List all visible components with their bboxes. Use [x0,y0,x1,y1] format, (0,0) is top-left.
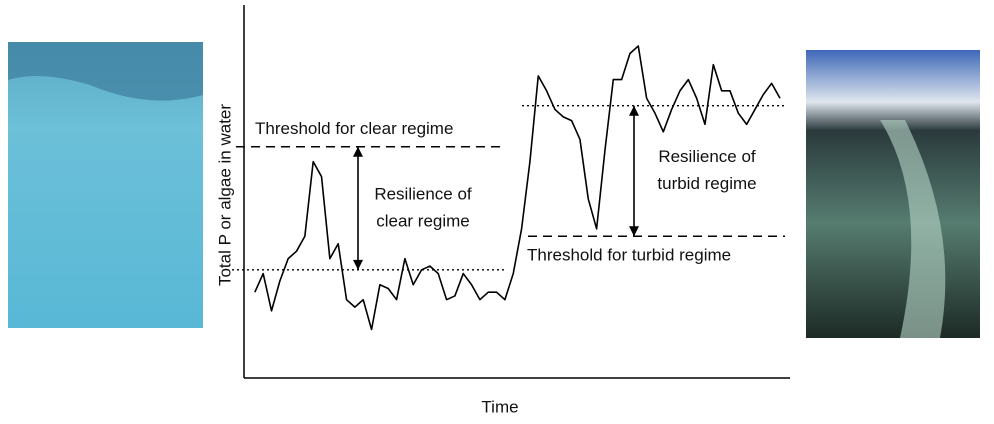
arrow-head [353,146,363,157]
threshold-label: Threshold for turbid regime [527,246,731,265]
resilience-label: turbid regime [657,174,756,193]
turbid-lake-photo [806,50,980,338]
arrow-head [629,226,639,237]
resilience-label: Resilience of [658,147,756,166]
photo-shade [8,42,203,101]
arrow-head [629,105,639,116]
series-line [254,45,781,331]
resilience-label: Resilience of [374,184,472,203]
arrow-head [353,259,363,270]
y-axis-label: Total P or algae in water [215,104,234,286]
threshold-label: Threshold for clear regime [255,119,453,138]
photo-algae [880,120,946,338]
x-axis-label: Time [481,397,518,416]
resilience-label: clear regime [376,211,470,230]
